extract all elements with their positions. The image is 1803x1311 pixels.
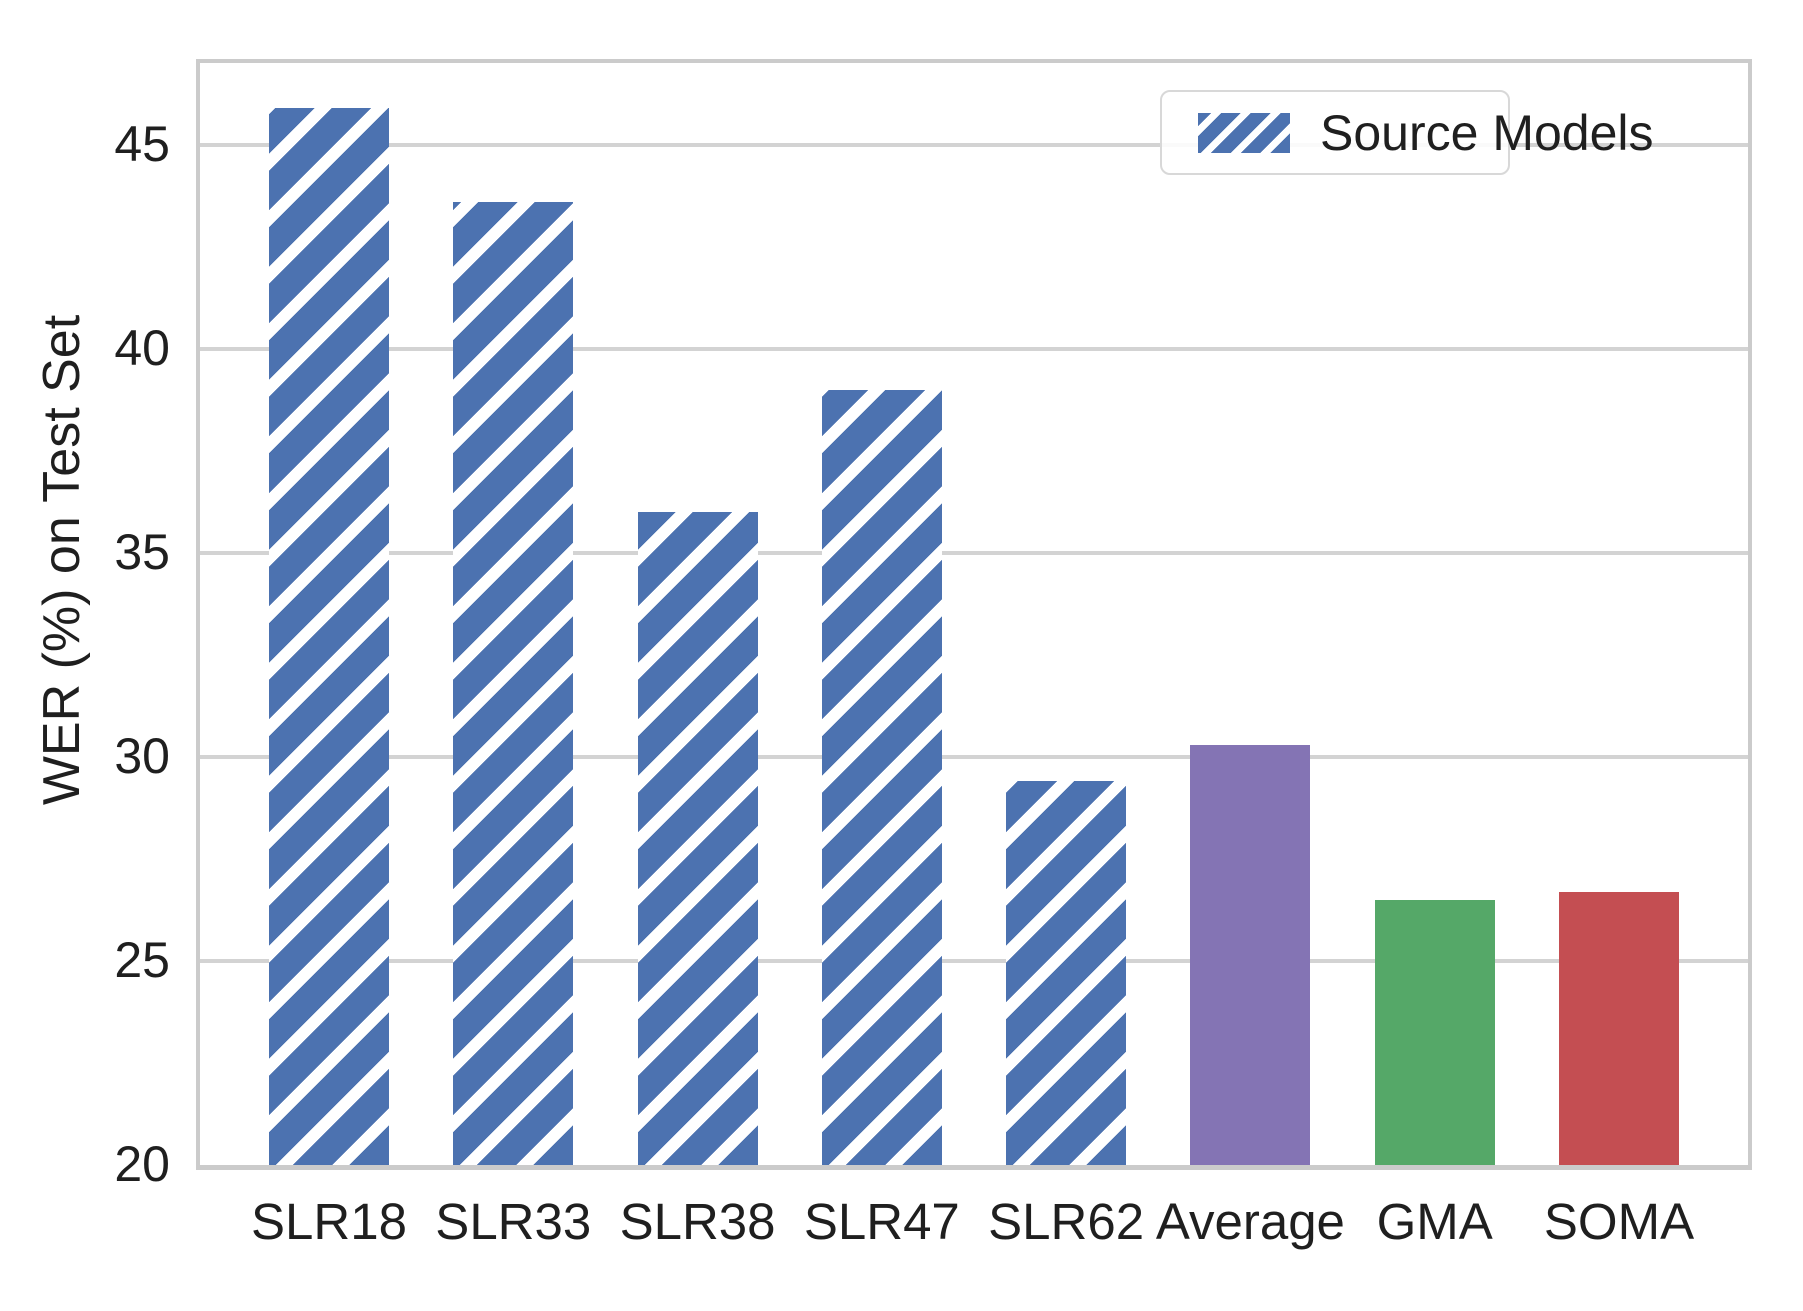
gridline-y-25 xyxy=(200,958,1748,963)
y-tick-label-20: 20 xyxy=(114,1136,170,1192)
y-tick-label-40: 40 xyxy=(114,319,170,376)
x-tick-label-gma: GMA xyxy=(1376,1193,1493,1250)
x-tick-label-slr38: SLR38 xyxy=(619,1193,776,1250)
plot-spine-left xyxy=(196,59,200,1170)
gridline-y-45 xyxy=(200,142,1748,147)
x-tick-label-slr62: SLR62 xyxy=(988,1193,1145,1250)
gridline-y-30 xyxy=(200,754,1748,759)
bar-slr47 xyxy=(821,389,942,1165)
plot-spine-bottom xyxy=(196,1165,1752,1170)
plot-spine-top xyxy=(196,59,1752,63)
gridline-y-35 xyxy=(200,550,1748,555)
bar-slr38 xyxy=(637,511,758,1165)
x-tick-label-slr47: SLR47 xyxy=(803,1193,960,1250)
y-tick-label-35: 35 xyxy=(114,523,170,580)
x-tick-label-average: Average xyxy=(1155,1193,1345,1250)
bar-soma xyxy=(1559,891,1679,1165)
x-tick-label-slr33: SLR33 xyxy=(435,1193,592,1250)
plot-area: Source Models xyxy=(196,59,1752,1170)
legend-label: Source Models xyxy=(1320,104,1654,161)
y-tick-label-45: 45 xyxy=(114,115,170,172)
y-tick-label-30: 30 xyxy=(114,727,170,784)
y-tick-label-25: 25 xyxy=(114,931,170,988)
bar-gma xyxy=(1374,899,1495,1165)
legend-hatch-swatch xyxy=(1198,112,1290,153)
x-tick-label-soma: SOMA xyxy=(1543,1193,1695,1250)
x-tick-label-slr18: SLR18 xyxy=(251,1193,407,1250)
bar-slr62 xyxy=(1006,781,1127,1165)
bar-slr33 xyxy=(453,201,574,1165)
gridline-y-40 xyxy=(200,346,1748,351)
bar-average xyxy=(1190,744,1311,1165)
bar-slr18 xyxy=(269,107,389,1165)
plot-spine-right xyxy=(1748,59,1752,1170)
legend: Source Models xyxy=(1160,90,1654,175)
